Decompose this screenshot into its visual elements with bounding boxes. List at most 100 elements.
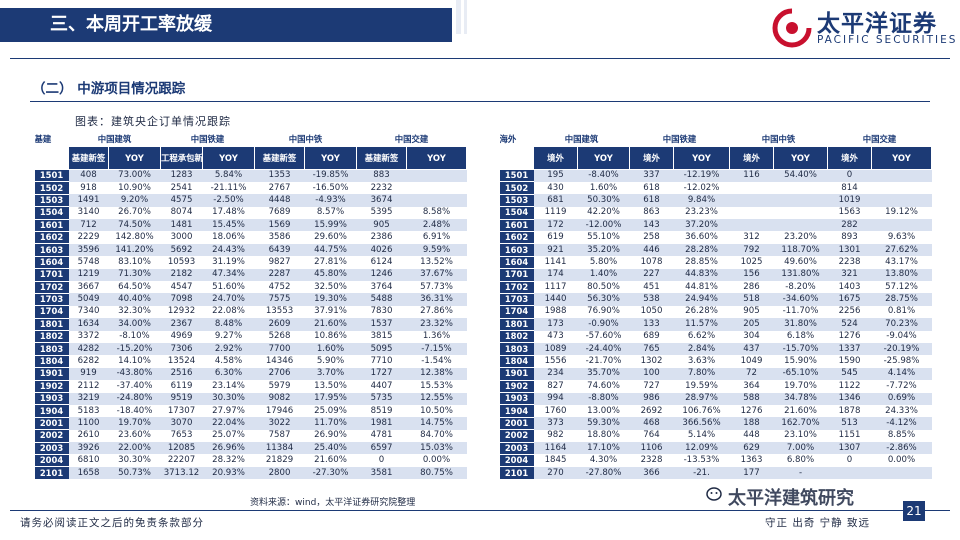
table-row: 1502 918 10.90% 2541 -21.11% 2767 -16.50% 2232 <box>34 181 467 195</box>
value-cell: 0.81% <box>887 306 916 317</box>
value-cell: 19.70% <box>784 380 817 391</box>
value-cell: 83.10% <box>118 256 151 267</box>
value-cell: 4448 <box>254 194 305 207</box>
value-cell: -34.60% <box>773 293 828 306</box>
period-cell: 1703 <box>499 293 534 307</box>
value-cell: 430 <box>547 182 564 193</box>
value-cell: 18.80% <box>587 430 620 441</box>
value-cell: 513 <box>827 417 872 430</box>
table-row: 1701 174 1.40% 227 44.83% 156 131.80% 321 13.80% <box>499 268 932 282</box>
brand-logo-icon <box>772 8 812 48</box>
value-cell: 173 <box>533 318 578 331</box>
value-cell: 7.80% <box>673 367 730 381</box>
value-cell: -57.60% <box>585 331 622 342</box>
company-group-header: 中国中铁 <box>288 134 323 144</box>
value-cell: 13524 <box>167 356 196 367</box>
value-cell: 6.91% <box>422 232 451 243</box>
value-cell: 337 <box>629 169 674 182</box>
value-cell: 28.75% <box>871 293 932 306</box>
value-cell: 177 <box>729 466 774 480</box>
value-cell: 19.30% <box>304 293 357 306</box>
value-cell: -1.54% <box>421 356 452 367</box>
value-cell: 7689 <box>268 207 291 218</box>
value-cell <box>729 194 774 207</box>
value-cell: 4781 <box>370 430 393 441</box>
table-row: 1803 4282 -15.20% 7306 2.92% 7700 1.60% 5095 -7.… <box>34 342 467 356</box>
value-cell: 792 <box>729 243 774 257</box>
value-cell: 43.17% <box>885 256 918 267</box>
value-cell: 921 <box>533 243 578 257</box>
value-cell: 2256 <box>838 306 861 317</box>
value-cell: 9.27% <box>214 331 243 342</box>
value-cell: 312 <box>743 232 760 243</box>
value-cell: 30.30% <box>118 455 151 466</box>
value-cell: 131.80% <box>773 268 828 282</box>
value-cell: 28.32% <box>212 455 245 466</box>
company-group-header: 中国铁建 <box>190 134 225 144</box>
period-cell: 1901 <box>34 367 69 381</box>
period-cell: 1604 <box>499 256 534 270</box>
value-cell: 9827 <box>268 256 291 267</box>
value-cell: 1353 <box>254 169 305 182</box>
table-row: 1702 3667 64.50% 4547 51.60% 4752 32.50% 3764 57… <box>34 281 467 294</box>
table-row: 1703 1440 56.30% 538 24.94% 518 -34.60% 1675 28.… <box>499 293 932 307</box>
value-cell: 408 <box>68 169 109 182</box>
period-cell: 1502 <box>34 181 69 195</box>
value-cell: 1106 <box>629 442 674 455</box>
table-row: 1804 1556 -21.70% 1302 3.63% 1049 15.90% 1590 -2… <box>499 355 932 369</box>
table-row: 1604 1141 5.80% 1078 28.85% 1025 49.60% 2238 43.… <box>499 256 932 270</box>
table-row: 2101 1658 50.73% 3713.12 20.93% 2800 -27.30% 35… <box>34 466 467 480</box>
period-cell: 1502 <box>499 181 534 195</box>
value-cell: 12.38% <box>406 367 467 381</box>
value-cell: 1119 <box>544 207 567 218</box>
value-cell: 17307 <box>167 405 196 416</box>
period-cell: 1703 <box>34 293 69 307</box>
table-row: 1602 2229 142.80% 3000 18.06% 3586 29.60% 2386 6… <box>34 231 467 245</box>
value-cell: 13553 <box>265 306 294 317</box>
value-cell: 689 <box>643 331 660 342</box>
value-cell <box>871 466 932 480</box>
value-cell: 1246 <box>356 268 407 282</box>
value-cell: 364 <box>743 380 760 391</box>
overseas-orders-table: 海外 中国建筑 中国铁建 中国中铁 中国交建 境外 YOY 境外 YOY 境外 YOY 境外 YOY 15… <box>499 133 932 480</box>
value-cell: 13.00% <box>587 405 620 416</box>
value-cell: 49.60% <box>784 256 817 267</box>
column-header-row: 基建新签YOY工程承包新签YOY基建新签YOY基建新签YOY <box>34 146 467 170</box>
value-cell: 9.59% <box>406 243 467 257</box>
value-cell: 3581 <box>356 466 407 480</box>
table-row: 1604 5748 83.10% 10593 31.19% 9827 27.81% 6124 1… <box>34 256 467 270</box>
table-row: 2001 1100 19.70% 3070 22.04% 3022 11.70% 1981 14… <box>34 417 467 431</box>
value-cell: 373 <box>533 417 578 430</box>
period-cell: 2003 <box>34 442 69 456</box>
company-group-header: 中国铁建 <box>662 134 697 144</box>
value-cell: 5692 <box>160 243 203 257</box>
value-cell: 905 <box>743 306 760 317</box>
value-cell <box>407 182 467 194</box>
table-row: 1901 919 -43.80% 2516 6.30% 2706 3.70% 1727 12.3… <box>34 367 467 381</box>
value-cell: 5268 <box>268 331 291 342</box>
value-cell: 1845 <box>544 455 567 466</box>
value-cell: 5049 <box>68 293 109 306</box>
value-cell: 1.60% <box>589 182 618 193</box>
value-cell: 80.75% <box>406 466 467 480</box>
value-cell: 1569 <box>254 219 305 232</box>
value-cell: 100 <box>629 367 674 381</box>
value-cell: 31.80% <box>773 318 828 331</box>
value-cell: 21.60% <box>314 455 347 466</box>
value-cell: 17946 <box>265 405 294 416</box>
period-cell: 2001 <box>34 417 69 431</box>
figure-title: 图表：建筑央企订单情况跟踪 <box>75 115 231 128</box>
value-cell <box>729 219 774 232</box>
value-cell: 1878 <box>838 405 861 416</box>
value-cell: 681 <box>533 194 578 207</box>
value-cell: 14346 <box>265 356 294 367</box>
value-cell: 524 <box>827 318 872 331</box>
value-cell: 21.60% <box>784 405 817 416</box>
value-cell: 227 <box>629 268 674 282</box>
period-cell: 1802 <box>34 330 69 344</box>
section-banner: 三、本周开工率放缓 <box>0 8 452 42</box>
value-cell: 1164 <box>533 442 578 455</box>
period-cell: 1604 <box>34 256 69 270</box>
period-cell: 1804 <box>499 355 534 369</box>
table-row: 2101 270 -27.80% 366 -21. 177- <box>499 466 932 480</box>
